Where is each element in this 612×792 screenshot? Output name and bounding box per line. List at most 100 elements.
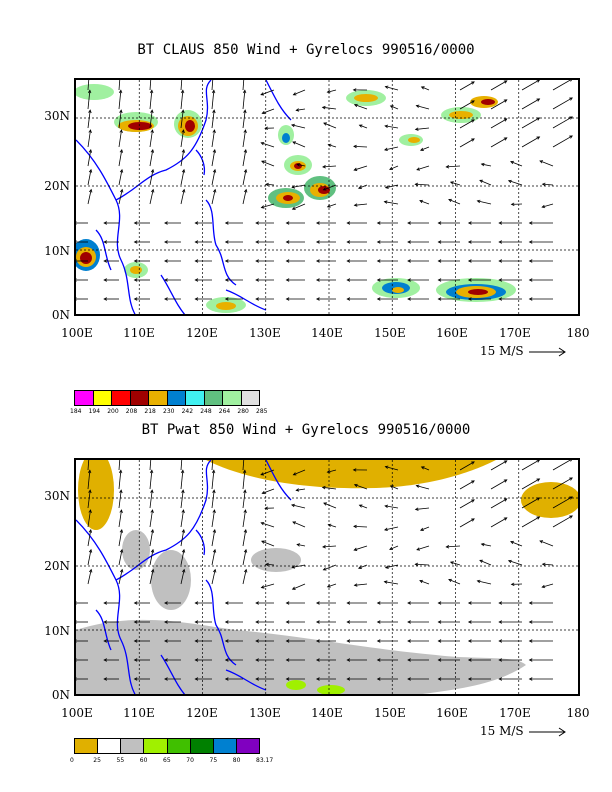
map2-wind-arrow <box>498 639 522 643</box>
map1-wind-arrow <box>384 184 399 189</box>
map1-wind-arrow <box>498 240 522 244</box>
map1-wind-arrow <box>445 165 461 169</box>
map2-wind-arrow <box>133 601 150 605</box>
map2-wind-arrow <box>292 469 306 476</box>
map1-wind-arrow <box>407 259 429 263</box>
map2-wind-arrow <box>407 620 429 624</box>
map2-wind-arrow <box>353 545 368 551</box>
map1-wind-arrow <box>437 221 460 225</box>
map2-wind-arrow <box>414 562 430 567</box>
map2-wind-arrow <box>211 548 217 566</box>
map1-ytick-1: 10N <box>44 244 70 258</box>
map2-wind-arrow <box>255 620 274 624</box>
map1-wind-arrow <box>376 297 398 301</box>
map1-ytick-2: 20N <box>44 179 70 193</box>
map1-xtick-5: 150E <box>374 326 406 340</box>
map1-wind-arrow <box>242 89 247 110</box>
map1-wind-arrow <box>490 80 508 91</box>
map1-wind-arrow <box>498 297 522 301</box>
map1-colorbar-swatch <box>112 391 131 405</box>
map1-colorbar-label: 242 <box>181 408 194 415</box>
map2-wind-arrow <box>291 564 306 569</box>
map1-wind-arrow <box>323 122 337 129</box>
map1-colorbar-swatch <box>93 391 112 405</box>
map2-wind-arrow <box>133 677 150 681</box>
map2-wind-arrow <box>346 639 367 643</box>
map2-wind-arrow <box>528 620 553 624</box>
map1-wind-arrow <box>479 179 492 186</box>
map2-wind-arrow <box>326 469 337 474</box>
map2-shading <box>76 460 578 694</box>
map1-wind-arrow <box>322 165 337 169</box>
map1-colorbar-label: 208 <box>125 408 138 415</box>
map1-wind-arrow <box>118 80 121 91</box>
map1-wind-arrow <box>407 278 429 282</box>
map2-plot-area <box>74 458 580 696</box>
map2-wind-arrow <box>480 542 492 547</box>
map2-wind-arrow <box>437 620 460 624</box>
map1-xtick-6: 160E <box>436 326 468 340</box>
map1-wind-arrow <box>224 240 243 244</box>
map2-wind-arrow <box>383 580 399 585</box>
map2-wind-arrow <box>118 509 123 528</box>
map1-colorbar-label: 218 <box>144 408 156 415</box>
map2-colorbar-label: 0 <box>70 757 74 764</box>
map2-wind-arrow <box>467 677 491 681</box>
map1-wind-arrow <box>149 89 154 110</box>
map2-ytick-1: 10N <box>44 624 70 638</box>
map1-wind-arrow <box>539 160 554 167</box>
map1-gridlines <box>76 80 578 314</box>
map1-wind-arrow <box>242 80 245 91</box>
map1-vector-scale-arrow <box>529 347 567 356</box>
map2-colorbar-swatch <box>167 739 191 753</box>
map2-wind-arrow <box>420 526 430 531</box>
map1-wind-arrow <box>180 129 185 148</box>
map2-wind-arrow <box>346 658 367 662</box>
map2-wind-arrow <box>260 469 275 476</box>
map1-wind-arrow <box>353 144 368 149</box>
map2-ytick-3: 30N <box>44 489 70 503</box>
map2-wind-arrow <box>149 489 154 509</box>
map1-wind-arrow <box>352 88 368 92</box>
map1-wind-arrow <box>224 259 243 263</box>
map1-wind-arrow <box>133 259 150 263</box>
map1-wind-arrow <box>346 297 367 301</box>
map2-wind-arrow <box>521 478 541 490</box>
map2-wind-arrow <box>76 658 88 662</box>
map2-wind-arrow <box>552 477 573 490</box>
map2-wind-arrow <box>528 658 553 662</box>
map1-wind-arrow <box>211 168 217 186</box>
map2-wind-arrow <box>180 548 186 566</box>
map1-wind-arrow <box>449 181 461 186</box>
map2-wind-arrow <box>164 639 181 643</box>
map1-wind-arrow <box>242 188 248 205</box>
map2-wind-arrow <box>521 497 541 509</box>
map2-wind-arrow <box>180 528 186 547</box>
map2-wind-arrow <box>449 561 461 566</box>
map1-wind-arrow <box>510 202 523 207</box>
map2-wind-arrow <box>437 658 460 662</box>
map2-wind-arrow <box>211 489 216 509</box>
map1-wind-arrow <box>437 259 460 263</box>
map1-wind-arrow <box>521 117 541 129</box>
map2-wind-arrow <box>327 523 337 528</box>
map2-wind-arrow <box>211 568 217 585</box>
map1-wind-arrow <box>242 148 248 167</box>
map2-xtick-3: 130E <box>249 706 281 720</box>
map1-colorbar-swatch <box>223 391 242 405</box>
map1-wind-arrow <box>149 129 154 148</box>
map1-wind-arrow <box>407 297 429 301</box>
map1-wind-arrow <box>255 240 274 244</box>
map1-wind-arrow <box>103 240 119 244</box>
map2-wind-arrow <box>498 677 522 681</box>
map2-wind-arrow <box>118 469 123 490</box>
map2-wind-arrow <box>498 658 522 662</box>
map1-wind-arrow <box>76 221 88 225</box>
map2-wind-arrow <box>490 517 508 528</box>
map2-wind-arrow <box>420 466 430 471</box>
map1-wind-arrow <box>437 278 460 282</box>
map1-wind-arrow <box>420 146 430 151</box>
map1-wind-arrow <box>118 168 124 186</box>
map2-wind-arrow <box>180 489 185 509</box>
map1-wind-arrow <box>164 259 181 263</box>
